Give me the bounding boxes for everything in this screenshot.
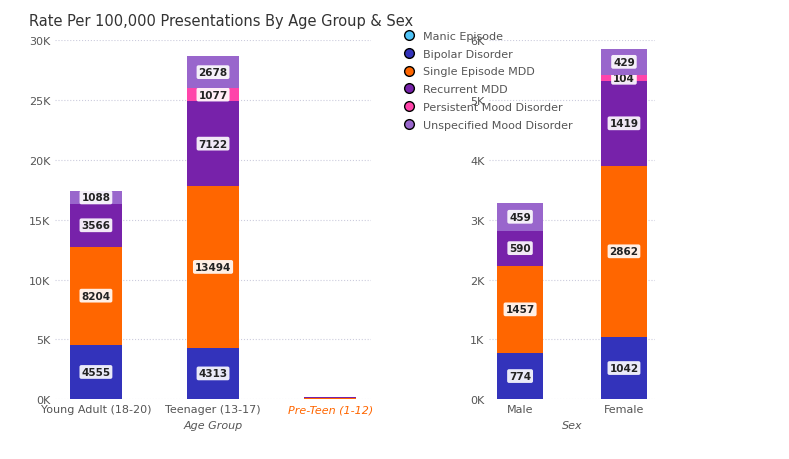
Text: 2678: 2678 — [199, 68, 227, 78]
Bar — [187, 348, 239, 399]
Bar — [304, 398, 357, 399]
Bar — [187, 102, 239, 187]
Text: 104: 104 — [613, 73, 635, 84]
Text: 1419: 1419 — [609, 119, 638, 129]
Text: 4555: 4555 — [81, 367, 110, 377]
Text: 429: 429 — [613, 58, 635, 67]
Bar — [69, 345, 122, 399]
Text: 13494: 13494 — [195, 263, 231, 272]
Bar — [497, 353, 544, 399]
Text: 2862: 2862 — [609, 247, 638, 257]
Text: 3566: 3566 — [81, 221, 110, 231]
Bar — [600, 82, 647, 166]
Text: 1042: 1042 — [609, 363, 638, 373]
Bar — [304, 397, 357, 398]
X-axis label: Age Group: Age Group — [183, 420, 243, 430]
Text: 1457: 1457 — [506, 305, 535, 315]
Legend: Manic Episode, Bipolar Disorder, Single Episode MDD, Recurrent MDD, Persistent M: Manic Episode, Bipolar Disorder, Single … — [400, 28, 576, 134]
Bar — [497, 266, 544, 353]
Text: 1088: 1088 — [81, 193, 110, 203]
Text: 7122: 7122 — [199, 140, 227, 149]
Text: 590: 590 — [509, 244, 531, 253]
Bar — [600, 50, 647, 75]
Bar — [600, 166, 647, 337]
Bar — [69, 205, 122, 247]
Bar — [497, 204, 544, 231]
Text: 459: 459 — [509, 213, 531, 222]
Text: 774: 774 — [509, 371, 531, 381]
Bar — [600, 75, 647, 82]
Text: 1077: 1077 — [198, 90, 228, 101]
Bar — [187, 57, 239, 89]
Text: 8204: 8204 — [81, 291, 110, 301]
Bar — [187, 187, 239, 348]
Bar — [187, 89, 239, 102]
Text: Rate Per 100,000 Presentations By Age Group & Sex: Rate Per 100,000 Presentations By Age Gr… — [29, 14, 413, 29]
Bar — [69, 191, 122, 205]
Bar — [497, 231, 544, 266]
Bar — [600, 337, 647, 399]
Bar — [69, 247, 122, 345]
X-axis label: Sex: Sex — [562, 420, 582, 430]
Text: 4313: 4313 — [199, 369, 227, 379]
